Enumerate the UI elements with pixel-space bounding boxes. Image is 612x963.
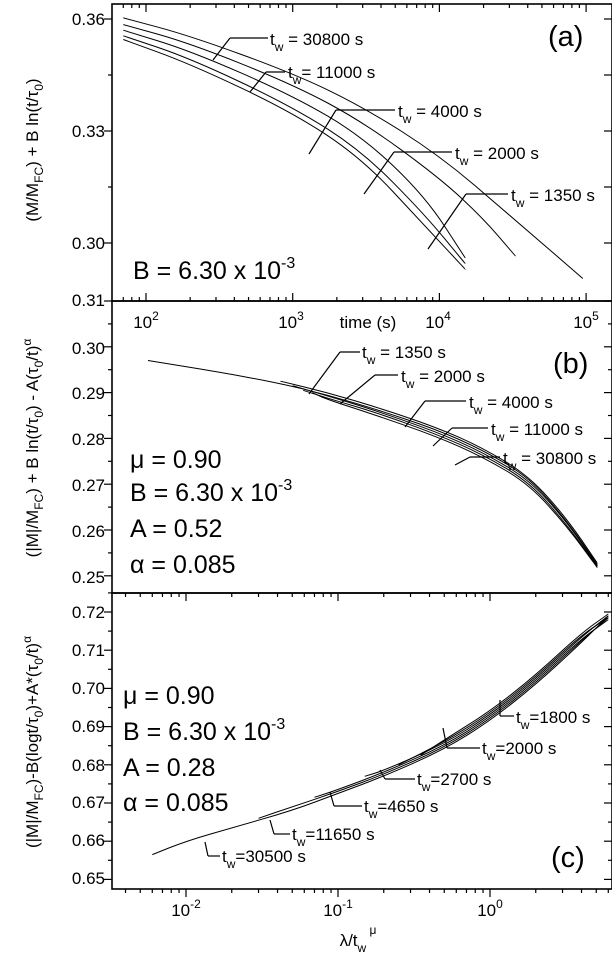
panel-b-label: (b) bbox=[553, 348, 588, 380]
panel-b-param-mu: μ = 0.90 bbox=[130, 446, 222, 474]
panel-b-series-line-1 bbox=[280, 380, 598, 564]
svg-text:tw=1800 s: tw=1800 s bbox=[516, 708, 590, 732]
panel-c-series-line-2 bbox=[314, 619, 609, 798]
panel-a-series-line-0 bbox=[123, 17, 584, 279]
svg-text:tw=4650 s: tw=4650 s bbox=[364, 797, 438, 821]
panel-b-ytick-label: 0.29 bbox=[72, 384, 105, 403]
panel-a-annotation: tw = 30800 s bbox=[212, 30, 363, 61]
panel-b-param-a: A = 0.52 bbox=[130, 515, 222, 543]
panel-a-series-line-2 bbox=[123, 29, 466, 259]
panel-a-xtick-label: 104 bbox=[425, 309, 451, 332]
panel-c-xtick-label: 10-1 bbox=[323, 897, 353, 920]
panel-b-param-b: B = 6.30 x 10-3 bbox=[130, 477, 292, 507]
panel-c-annotation: tw=2700 s bbox=[379, 769, 491, 794]
panel-a-ytick-label: 0.33 bbox=[72, 122, 105, 141]
panel-c-annotation: tw=4650 s bbox=[329, 791, 438, 821]
panel-b-annotation: tw = 2000 s bbox=[339, 367, 485, 405]
panel-c-series-line-4 bbox=[398, 617, 609, 766]
panel-a-series-line-3 bbox=[123, 35, 466, 265]
panel-c-label: (c) bbox=[551, 842, 585, 874]
panel-b-ytick-label: 0.26 bbox=[72, 522, 105, 541]
panel-c-annotation: tw=1800 s bbox=[499, 700, 590, 732]
svg-text:tw = 2000 s: tw = 2000 s bbox=[401, 367, 485, 391]
panel-c-series-line-0 bbox=[152, 615, 609, 856]
panel-b-ytick-label: 0.30 bbox=[72, 339, 105, 358]
panel-b-series-line-3 bbox=[303, 389, 598, 568]
svg-text:tw = 1350 s: tw = 1350 s bbox=[362, 343, 446, 367]
svg-text:tw = 2000 s: tw = 2000 s bbox=[455, 144, 539, 168]
svg-text:tw = 4000 s: tw = 4000 s bbox=[469, 393, 553, 417]
panel-a-param-b: B = 6.30 x 10-3 bbox=[133, 255, 295, 285]
panel-c-ytick-label: 0.71 bbox=[72, 641, 105, 660]
panel-c-annotation: tw=11650 s bbox=[269, 819, 375, 849]
panel-b-series-line-4 bbox=[311, 392, 598, 568]
svg-text:tw = 30800 s: tw = 30800 s bbox=[270, 30, 363, 54]
panel-c-series-line-5 bbox=[420, 613, 609, 756]
svg-text:tw=2700 s: tw=2700 s bbox=[417, 770, 491, 794]
panel-c-param-alpha: α = 0.085 bbox=[123, 789, 229, 817]
panel-c-ytick-label: 0.67 bbox=[72, 793, 105, 812]
panel-a-xtick-label: 102 bbox=[133, 309, 159, 332]
panel-b-ytick-label: 0.25 bbox=[72, 568, 105, 587]
panel-c-param-mu: μ = 0.90 bbox=[123, 682, 215, 710]
panel-b-ytick-label: 0.27 bbox=[72, 476, 105, 495]
panel-a-series-line-1 bbox=[123, 24, 516, 257]
panel-a-ytick-label: 0.31 bbox=[72, 291, 105, 310]
panel-c-ytick-label: 0.70 bbox=[72, 679, 105, 698]
svg-text:tw = 1350 s: tw = 1350 s bbox=[511, 186, 595, 210]
panel-a: (a) 0.36 0.33 0.30 0.31 102 103 104 105 … bbox=[23, 3, 612, 332]
panel-a-series-line-4 bbox=[123, 39, 466, 270]
svg-text:tw = 4000 s: tw = 4000 s bbox=[398, 102, 482, 126]
panel-a-xtick-label: 105 bbox=[573, 309, 599, 332]
panel-a-ytick-label: 0.30 bbox=[72, 234, 105, 253]
panel-c-ytick-label: 0.69 bbox=[72, 717, 105, 736]
panel-c-ytick-label: 0.68 bbox=[72, 756, 105, 775]
panel-c-ylabel: (|M|/MFC)-B(logt/τ0)+A*(τ0/t)α bbox=[20, 636, 46, 848]
panel-a-label: (a) bbox=[548, 21, 583, 53]
svg-text:tw=30500 s: tw=30500 s bbox=[222, 847, 306, 871]
panel-c-ytick-label: 0.65 bbox=[72, 869, 105, 888]
panel-c-annotation: tw=30500 s bbox=[204, 841, 306, 871]
panel-b-series-line-0 bbox=[147, 360, 598, 565]
panel-c-param-b: B = 6.30 x 10-3 bbox=[123, 716, 285, 746]
panel-a-ylabel: (M/MFC) + B ln(t/τ0) bbox=[23, 78, 46, 221]
panel-c-xlabel: λ/tw μ bbox=[340, 923, 377, 955]
panel-a-annotation: tw= 11000 s bbox=[249, 63, 375, 93]
panel-c-xtick-label: 10-2 bbox=[171, 897, 201, 920]
panel-a-ytick-label: 0.36 bbox=[72, 10, 105, 29]
svg-text:tw = 11000 s: tw = 11000 s bbox=[491, 420, 583, 444]
panel-c-ytick-label: 0.66 bbox=[72, 831, 105, 850]
panel-b-param-alpha: α = 0.085 bbox=[130, 551, 236, 579]
panel-a-xlabel: time (s) bbox=[340, 313, 397, 332]
panel-c-frame bbox=[111, 592, 612, 890]
panel-c-series-line-1 bbox=[258, 617, 609, 819]
panel-c-param-a: A = 0.28 bbox=[123, 754, 215, 782]
panel-c: (c) 0.72 0.71 0.70 0.69 0.68 0.67 0.66 0… bbox=[20, 592, 612, 955]
panel-c-ytick-label: 0.72 bbox=[72, 603, 105, 622]
panel-c-xtick-label: 100 bbox=[477, 897, 503, 920]
panel-a-xtick-label: 103 bbox=[278, 309, 304, 332]
svg-text:tw=2000 s: tw=2000 s bbox=[482, 739, 556, 763]
svg-text:tw= 11000 s: tw= 11000 s bbox=[288, 63, 375, 87]
svg-text:tw=11650 s: tw=11650 s bbox=[292, 825, 375, 849]
panel-b: (b) 0.30 0.29 0.28 0.27 0.26 0.25 (|M|/M… bbox=[20, 300, 612, 594]
panel-b-ylabel: (|M|/MFC) + B ln(t/τ0) - A(τ0/t)α bbox=[20, 339, 46, 558]
panel-b-ytick-label: 0.28 bbox=[72, 430, 105, 449]
panel-b-series-line-2 bbox=[292, 385, 598, 566]
